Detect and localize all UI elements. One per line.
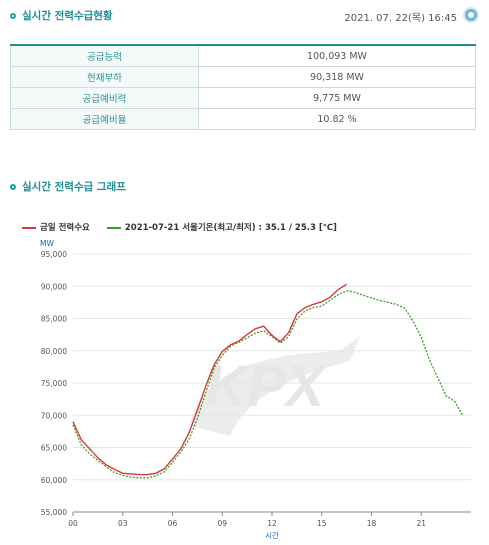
supply-label: 공급능력 xyxy=(10,44,199,67)
x-tick-label: 12 xyxy=(267,519,277,528)
table-row: 현재부하 90,318 MW xyxy=(10,66,476,88)
section-bullet-icon xyxy=(10,13,16,19)
current-datetime: 2021. 07. 22(목) 16:45 xyxy=(344,13,457,24)
power-demand-chart: MW KPX 95,000 90,000 85,000 80,000 75,000 70,… xyxy=(40,239,471,540)
supply-label: 공급예비력 xyxy=(10,87,199,109)
x-tick-label: 09 xyxy=(217,519,227,528)
supply-value: 9,775 MW xyxy=(198,87,476,109)
y-tick-label: 60,000 xyxy=(41,476,67,485)
supply-status-table: 공급능력 100,093 MW 현재부하 90,318 MW 공급예비력 9,7… xyxy=(10,44,476,130)
kpx-watermark-logo: KPX xyxy=(190,336,360,436)
table-row: 공급예비율 10.82 % xyxy=(10,108,476,130)
series-line-today xyxy=(72,283,347,476)
supply-label: 현재부하 xyxy=(10,66,199,88)
table-row: 공급예비력 9,775 MW xyxy=(10,87,476,109)
supply-value: 90,318 MW xyxy=(198,66,476,88)
supply-label: 공급예비율 xyxy=(10,108,199,130)
legend-swatch-yesterday xyxy=(106,226,121,229)
graph-section-title: 실시간 전력수급 그래프 xyxy=(22,181,126,193)
y-tick-label: 65,000 xyxy=(41,444,67,453)
series-line-yesterday xyxy=(72,290,464,479)
supply-value: 10.82 % xyxy=(198,108,476,130)
realtime-status-header: 실시간 전력수급현황 2021. 07. 22(목) 16:45 xyxy=(10,7,479,27)
x-tick-label: 06 xyxy=(168,519,178,528)
section-title: 실시간 전력수급현황 xyxy=(22,10,113,22)
x-axis-label: 시간 xyxy=(265,530,279,540)
table-row: 공급능력 100,093 MW xyxy=(10,44,476,67)
watermark-text: KPX xyxy=(205,354,328,419)
chart-legend: 금일 전력수요 2021-07-21 서울기온(최고/최저) : 35.1 / … xyxy=(22,221,337,233)
x-tick-label: 15 xyxy=(317,519,327,528)
supply-value: 100,093 MW xyxy=(198,44,476,67)
x-tick-label: 18 xyxy=(367,519,377,528)
graph-section-header: 실시간 전력수급 그래프 xyxy=(10,178,479,198)
legend-swatch-today xyxy=(22,226,36,229)
y-tick-label: 75,000 xyxy=(41,379,67,388)
legend-label-yesterday: 2021-07-21 서울기온(최고/최저) : 35.1 / 25.3 [℃] xyxy=(124,223,337,233)
y-tick-label: 80,000 xyxy=(41,347,67,356)
x-tick-label: 21 xyxy=(416,519,426,528)
y-axis-unit: MW xyxy=(40,239,54,248)
y-tick-label: 95,000 xyxy=(41,250,67,259)
y-tick-label: 70,000 xyxy=(41,411,67,420)
x-tick-label: 03 xyxy=(118,519,128,528)
x-tick-label: 00 xyxy=(68,519,78,528)
legend-label-today: 금일 전력수요 xyxy=(40,223,90,233)
y-tick-label: 85,000 xyxy=(41,315,67,324)
y-tick-label: 55,000 xyxy=(41,508,67,517)
refresh-icon[interactable] xyxy=(463,7,479,23)
y-tick-label: 90,000 xyxy=(41,282,67,291)
section-bullet-icon xyxy=(10,184,16,190)
